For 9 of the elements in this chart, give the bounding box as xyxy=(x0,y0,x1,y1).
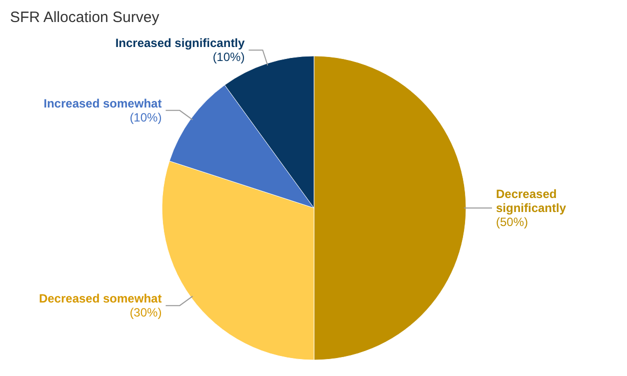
chart-title: SFR Allocation Survey xyxy=(10,9,160,26)
slice-label: Decreased somewhat xyxy=(38,292,162,306)
data-label: (50%) xyxy=(496,215,528,229)
slice-label: Increased somewhat xyxy=(44,96,162,110)
slice-label: Decreased significantly xyxy=(496,187,566,215)
data-label: (10%) xyxy=(130,110,162,124)
slice-label: Increased significantly xyxy=(115,36,246,50)
data-label: (30%) xyxy=(130,306,162,320)
data-label: (10%) xyxy=(212,50,245,64)
